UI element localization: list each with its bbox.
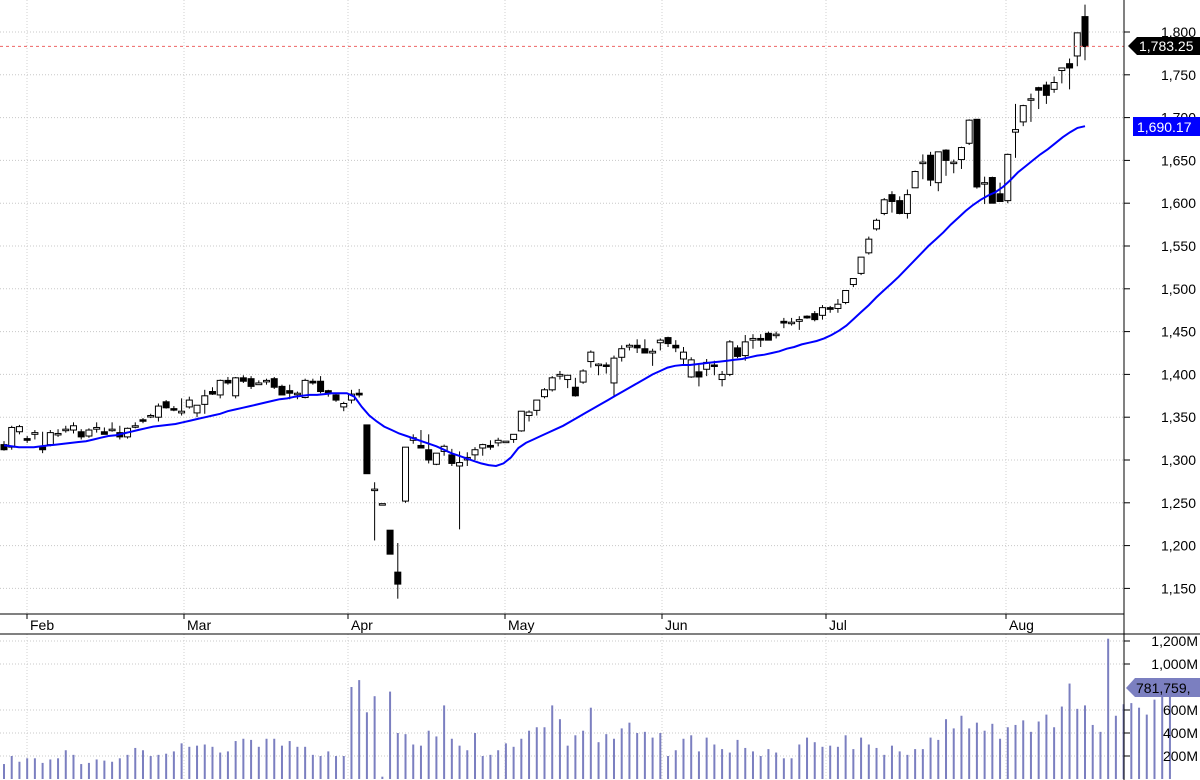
month-label: Aug (1009, 617, 1034, 633)
price-tick-label: 1,250 (1161, 495, 1196, 511)
month-label: Jul (829, 617, 847, 633)
volume-bars (3, 638, 1171, 779)
volume-tick-label: 600M (1163, 702, 1198, 718)
price-tick-label: 1,200 (1161, 538, 1196, 554)
ma-value-label: 1,690.17 (1137, 119, 1192, 135)
price-tick-label: 1,550 (1161, 238, 1196, 254)
volume-tick-label: 1,000M (1151, 656, 1198, 672)
price-tick-label: 1,500 (1161, 281, 1196, 297)
price-tick-label: 1,600 (1161, 195, 1196, 211)
ma-value-tag: 1,690.17 (1133, 117, 1200, 136)
price-axis: 1,150 1,200 1,250 1,300 1,350 1,400 1,450 1,500… (1124, 24, 1196, 596)
volume-axis: 200M 400M 600M 1,000M 1,200M (1124, 633, 1198, 764)
month-label: Feb (30, 617, 54, 633)
price-tick-label: 1,750 (1161, 67, 1196, 83)
moving-average-line (3, 125, 1086, 468)
last-price-label: 1,783.25 (1139, 38, 1194, 54)
price-tick-label: 1,650 (1161, 152, 1196, 168)
month-label: Jun (665, 617, 688, 633)
price-tick-label: 1,150 (1161, 580, 1196, 596)
volume-value-label: 781,759, (1136, 680, 1191, 696)
volume-tag: 781,759, (1126, 678, 1200, 697)
price-tick-label: 1,300 (1161, 452, 1196, 468)
volume-tick-label: 1,200M (1151, 633, 1198, 649)
last-price-tag: 1,783.25 (1128, 37, 1200, 55)
volume-tick-label: 400M (1163, 725, 1198, 741)
price-tick-label: 1,350 (1161, 409, 1196, 425)
grid (0, 0, 1124, 780)
month-label: Apr (351, 617, 373, 633)
month-label: Mar (187, 617, 211, 633)
price-tick-label: 1,450 (1161, 324, 1196, 340)
price-tick-label: 1,400 (1161, 366, 1196, 382)
month-axis: Feb Mar Apr May Jun Jul Aug (26, 614, 1034, 633)
month-label: May (508, 617, 534, 633)
candlesticks (0, 4, 1089, 599)
price-tick-label: 1,800 (1161, 24, 1196, 40)
volume-tick-label: 200M (1163, 748, 1198, 764)
